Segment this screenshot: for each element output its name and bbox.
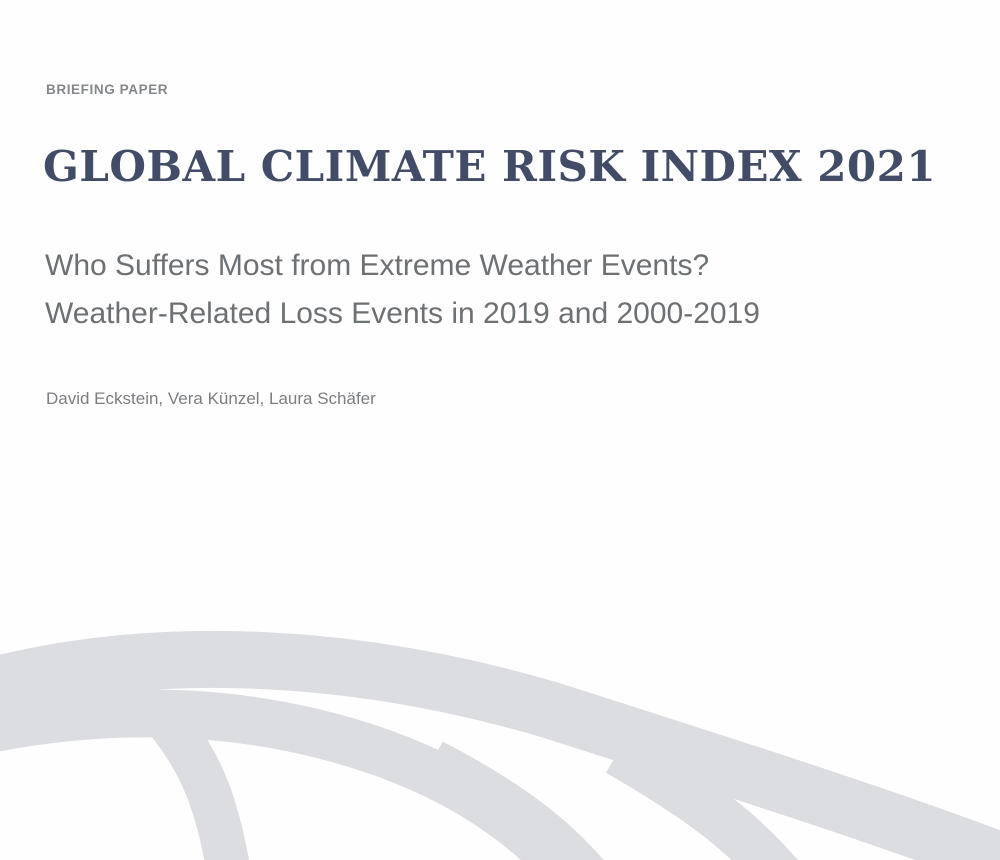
document-subtitle: Who Suffers Most from Extreme Weather Ev… xyxy=(45,242,760,338)
document-kicker: BRIEFING PAPER xyxy=(46,82,169,97)
globe-rim-arc xyxy=(0,630,1000,860)
subtitle-line-2: Weather-Related Loss Events in 2019 and … xyxy=(45,297,760,330)
globe-meridian-arc-left xyxy=(150,708,249,860)
globe-meridian-arc-middle xyxy=(421,741,604,860)
globe-meridian-arc-right xyxy=(605,731,798,860)
globe-inner-latitude-arc xyxy=(0,689,587,860)
page-title: GLOBAL CLIMATE RISK INDEX 2021 xyxy=(43,142,937,191)
document-authors: David Eckstein, Vera Künzel, Laura Schäf… xyxy=(46,389,376,408)
subtitle-line-1: Who Suffers Most from Extreme Weather Ev… xyxy=(45,249,710,282)
